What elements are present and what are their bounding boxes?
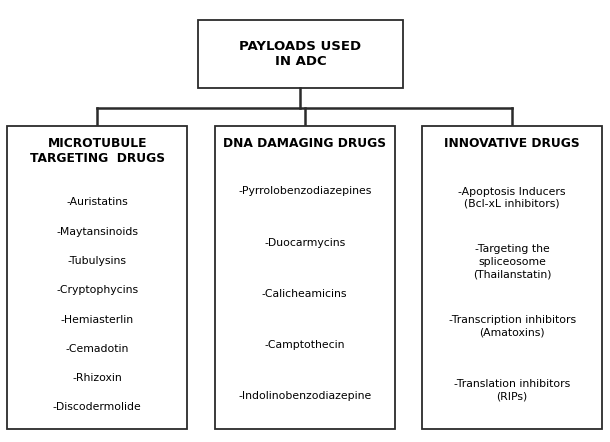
Text: -Auristatins: -Auristatins — [66, 198, 128, 207]
Text: -Translation inhibitors
(RIPs): -Translation inhibitors (RIPs) — [454, 379, 570, 401]
Text: MICROTUBULE
TARGETING  DRUGS: MICROTUBULE TARGETING DRUGS — [30, 137, 165, 165]
Text: -Camptothecin: -Camptothecin — [265, 340, 345, 350]
Text: PAYLOADS USED
IN ADC: PAYLOADS USED IN ADC — [239, 40, 362, 68]
FancyBboxPatch shape — [198, 20, 403, 88]
Text: INNOVATIVE DRUGS: INNOVATIVE DRUGS — [444, 137, 580, 150]
Text: -Maytansinoids: -Maytansinoids — [56, 227, 138, 237]
Text: DNA DAMAGING DRUGS: DNA DAMAGING DRUGS — [223, 137, 386, 150]
Text: -Pyrrolobenzodiazepines: -Pyrrolobenzodiazepines — [238, 187, 371, 196]
Text: -Rhizoxin: -Rhizoxin — [73, 373, 122, 383]
Text: -Indolinobenzodiazepine: -Indolinobenzodiazepine — [238, 392, 371, 401]
Text: -Duocarmycins: -Duocarmycins — [264, 238, 345, 248]
Text: -Discodermolide: -Discodermolide — [53, 403, 142, 412]
Text: -Tubulysins: -Tubulysins — [68, 256, 127, 266]
Text: -Apoptosis Inducers
(Bcl-xL inhibitors): -Apoptosis Inducers (Bcl-xL inhibitors) — [458, 187, 566, 209]
FancyBboxPatch shape — [422, 126, 602, 429]
Text: -Targeting the
spliceosome
(Thailanstatin): -Targeting the spliceosome (Thailanstati… — [473, 244, 551, 279]
Text: -Calicheamicins: -Calicheamicins — [262, 289, 348, 299]
Text: -Cryptophycins: -Cryptophycins — [56, 286, 138, 295]
FancyBboxPatch shape — [7, 126, 187, 429]
FancyBboxPatch shape — [215, 126, 395, 429]
Text: -Cemadotin: -Cemadotin — [66, 344, 129, 354]
Text: -Hemiasterlin: -Hemiasterlin — [61, 315, 134, 324]
Text: -Transcription inhibitors
(Amatoxins): -Transcription inhibitors (Amatoxins) — [448, 315, 576, 337]
